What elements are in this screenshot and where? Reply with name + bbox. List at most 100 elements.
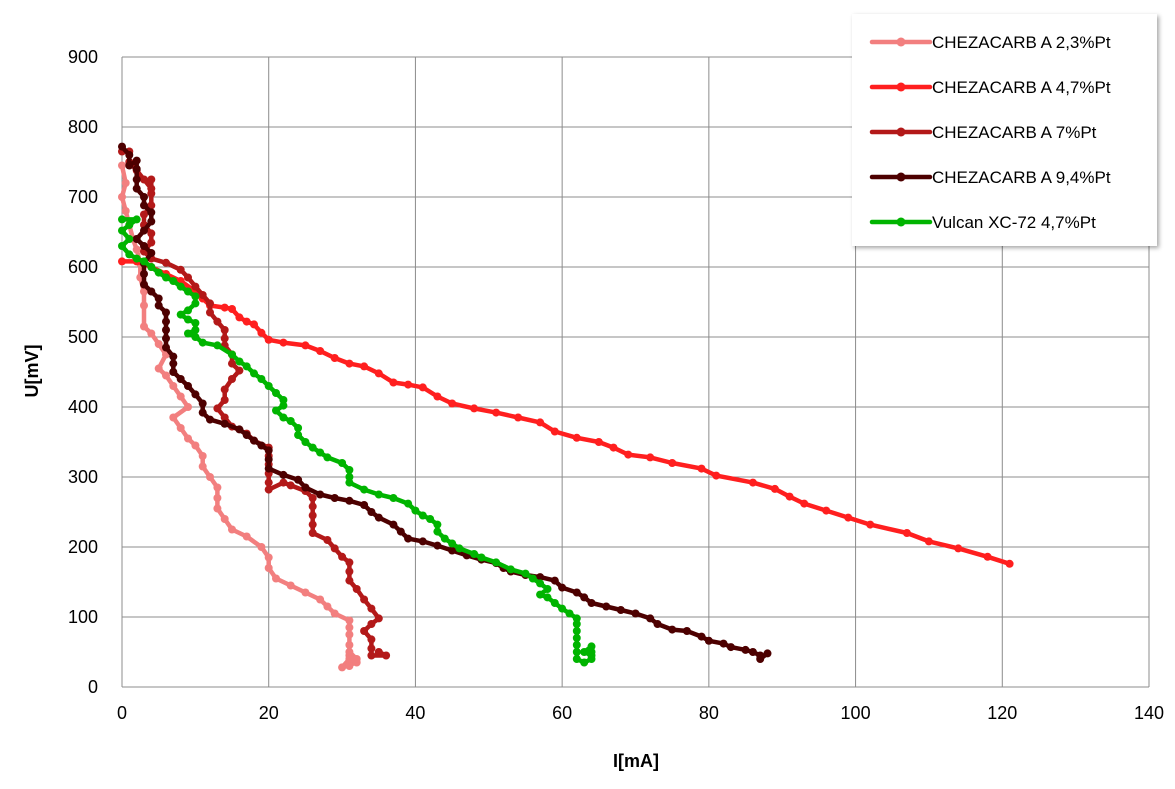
data-point: [162, 308, 170, 317]
data-point: [748, 478, 757, 487]
data-point: [572, 655, 581, 663]
data-point: [345, 655, 354, 663]
data-point: [477, 553, 486, 562]
data-point: [697, 632, 706, 641]
y-tick-label: 200: [68, 537, 98, 557]
y-tick-label: 800: [68, 117, 98, 137]
data-point: [132, 184, 141, 193]
data-point: [763, 649, 772, 658]
data-point: [316, 347, 325, 355]
data-point: [316, 448, 325, 457]
y-axis-title: U[mV]: [22, 345, 42, 398]
data-point: [646, 453, 655, 462]
data-point: [250, 369, 258, 378]
data-point: [374, 513, 383, 522]
data-point: [132, 254, 141, 263]
data-point: [374, 648, 383, 656]
data-point: [492, 408, 501, 417]
data-point: [558, 583, 567, 592]
data-point: [162, 343, 170, 352]
data-point: [213, 404, 222, 413]
data-point: [191, 390, 200, 399]
data-point: [294, 431, 303, 439]
data-point: [572, 614, 581, 623]
data-point: [154, 294, 163, 303]
data-point: [206, 299, 214, 308]
data-point: [154, 268, 163, 277]
data-point: [184, 329, 192, 338]
data-point: [235, 313, 244, 322]
data-point: [213, 341, 222, 350]
data-point: [147, 287, 156, 296]
data-point: [301, 438, 310, 446]
data-point: [169, 368, 178, 376]
data-point: [257, 375, 266, 383]
data-point: [360, 595, 369, 604]
data-point: [140, 301, 148, 310]
data-point: [140, 226, 148, 235]
data-point: [330, 609, 339, 618]
data-point: [279, 478, 288, 487]
data-point: [147, 189, 156, 198]
data-point: [536, 418, 545, 427]
data-point: [140, 201, 148, 210]
y-tick-label: 0: [88, 677, 98, 697]
data-point: [279, 338, 288, 347]
data-point: [433, 541, 442, 550]
data-point: [741, 645, 750, 654]
data-point: [220, 396, 229, 404]
data-point: [345, 623, 354, 632]
y-tick-label: 300: [68, 467, 98, 487]
data-point: [228, 525, 236, 534]
data-point: [169, 382, 178, 390]
data-point: [308, 494, 317, 502]
data-point: [470, 550, 479, 558]
gridlines: [122, 56, 1150, 687]
data-point: [609, 443, 618, 452]
data-point: [536, 573, 545, 582]
data-point: [455, 544, 464, 553]
data-point: [316, 490, 325, 499]
data-point: [140, 280, 148, 289]
data-point: [162, 326, 170, 334]
legend-swatch-marker: [896, 37, 906, 47]
data-point: [213, 504, 222, 513]
data-point: [426, 515, 435, 523]
data-point: [572, 648, 581, 656]
data-point: [367, 604, 376, 613]
data-point: [176, 265, 185, 274]
x-axis-title: I[mA]: [613, 751, 659, 771]
data-point: [374, 369, 383, 378]
data-point: [220, 385, 229, 394]
data-point: [653, 620, 662, 628]
data-point: [719, 639, 728, 648]
data-point: [433, 520, 442, 529]
data-point: [345, 359, 354, 368]
data-point: [264, 382, 273, 390]
data-point: [228, 305, 236, 313]
data-point: [572, 588, 581, 597]
data-point: [286, 581, 295, 590]
data-point: [301, 341, 310, 350]
data-point: [448, 546, 457, 555]
data-point: [308, 511, 317, 520]
data-point: [345, 496, 354, 505]
data-point: [213, 317, 222, 326]
data-point: [367, 651, 376, 660]
data-point: [308, 529, 317, 537]
data-point: [264, 455, 273, 464]
data-point: [565, 609, 574, 618]
data-point: [550, 599, 559, 607]
data-point: [580, 593, 589, 602]
data-point: [572, 627, 581, 635]
data-point: [162, 334, 170, 343]
data-point: [191, 319, 200, 327]
legend-swatch-marker: [896, 217, 906, 227]
x-tick-label: 40: [405, 703, 425, 723]
data-point: [352, 585, 361, 593]
legend-label: Vulcan XC-72 4,7%Pt: [932, 213, 1096, 232]
data-point: [118, 142, 126, 151]
data-point: [345, 567, 354, 576]
data-point: [345, 648, 354, 656]
